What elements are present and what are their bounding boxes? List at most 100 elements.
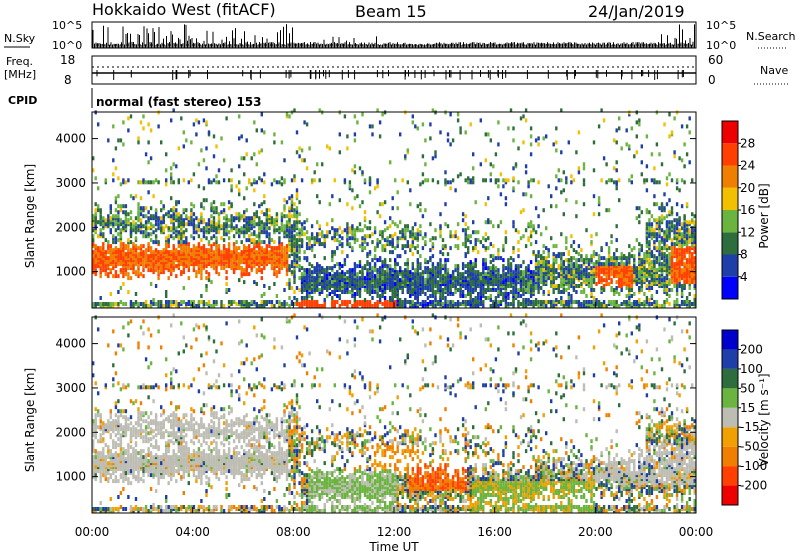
- power-cell: [94, 208, 97, 213]
- power-cell: [318, 224, 321, 229]
- power-cell: [303, 296, 306, 300]
- power-cell: [318, 288, 321, 292]
- power-cell: [409, 270, 412, 275]
- power-cell: [560, 252, 563, 257]
- power-cell: [436, 270, 440, 275]
- power-cell: [268, 240, 271, 245]
- power-cell: [134, 300, 138, 304]
- power-cell: [484, 288, 487, 292]
- power-cell: [540, 300, 543, 304]
- power-cell: [602, 262, 606, 267]
- power-cell: [220, 236, 223, 241]
- power-cell: [122, 204, 125, 209]
- power-cell: [132, 242, 135, 247]
- power-cell: [383, 228, 387, 233]
- power-cell: [293, 252, 296, 257]
- power-cell: [567, 280, 570, 285]
- power-cell: [152, 298, 155, 302]
- power-cell: [331, 236, 334, 241]
- power-cell: [494, 300, 498, 304]
- power-cell: [600, 302, 603, 306]
- power-cell: [381, 302, 384, 306]
- power-cell: [205, 248, 208, 253]
- power-cell: [142, 214, 145, 219]
- power-cell: [545, 226, 548, 231]
- power-cell: [336, 262, 339, 267]
- power-cell: [607, 208, 611, 213]
- power-cell: [227, 236, 231, 241]
- power-cell: [592, 194, 596, 199]
- power-cell: [348, 230, 352, 235]
- power-cell: [522, 208, 525, 213]
- power-cell: [232, 242, 236, 247]
- power-cell: [587, 284, 591, 288]
- power-cell: [406, 148, 409, 153]
- power-cell: [268, 286, 271, 290]
- power-cell: [411, 226, 414, 231]
- power-cell: [527, 264, 530, 269]
- power-cell: [618, 292, 621, 296]
- power-cell: [235, 246, 238, 251]
- power-cell: [162, 270, 165, 275]
- power-cell: [192, 204, 196, 209]
- power-cell: [572, 262, 576, 267]
- power-cell: [139, 206, 143, 211]
- power-cell: [321, 230, 324, 235]
- power-cell: [615, 256, 618, 261]
- power-cell: [177, 230, 180, 235]
- power-cell: [363, 240, 367, 245]
- power-cell: [170, 226, 173, 231]
- power-cell: [446, 252, 450, 257]
- power-cell: [149, 156, 153, 161]
- power-cell: [346, 254, 349, 259]
- power-cell: [368, 234, 372, 239]
- power-cell: [472, 176, 475, 181]
- power-cell: [411, 252, 414, 257]
- power-cell: [232, 246, 236, 251]
- power-cell: [529, 178, 533, 183]
- power-cell: [630, 302, 633, 306]
- power-cell: [147, 248, 150, 253]
- power-cell: [328, 276, 331, 281]
- power-cell: [149, 128, 153, 133]
- power-cell: [149, 300, 153, 304]
- power-cell: [454, 284, 457, 288]
- power-cell: [238, 234, 241, 239]
- power-cell: [560, 266, 563, 271]
- power-cell: [182, 208, 185, 213]
- power-cell: [283, 230, 286, 235]
- power-cell: [303, 256, 306, 261]
- power-cell: [635, 266, 638, 271]
- power-cell: [333, 178, 336, 183]
- power-cell: [316, 194, 319, 199]
- power-cell: [562, 280, 565, 285]
- power-cell: [313, 300, 316, 304]
- power-cell: [205, 284, 208, 288]
- power-cell: [358, 300, 362, 304]
- power-cell: [182, 144, 185, 149]
- power-cell: [534, 258, 538, 263]
- power-cell: [235, 184, 238, 189]
- power-cell: [625, 266, 628, 271]
- power-cell: [396, 262, 399, 267]
- power-cell: [363, 234, 367, 239]
- power-cell: [300, 178, 304, 183]
- power-cell: [474, 262, 477, 267]
- power-cell: [451, 234, 455, 239]
- power-cell: [278, 300, 281, 304]
- power-cell: [409, 300, 412, 304]
- power-cell: [474, 270, 477, 275]
- power-cell: [353, 164, 357, 169]
- power-cell: [180, 270, 183, 275]
- power-cell: [253, 238, 256, 243]
- power-cell: [137, 302, 140, 306]
- power-cell: [215, 174, 218, 179]
- power-cell: [338, 304, 341, 308]
- power-cell: [255, 128, 258, 133]
- power-cell: [316, 272, 319, 277]
- power-cell: [177, 146, 180, 151]
- power-cell: [328, 230, 331, 235]
- power-cell: [283, 178, 286, 183]
- power-cell: [545, 256, 548, 261]
- power-cell: [230, 202, 233, 207]
